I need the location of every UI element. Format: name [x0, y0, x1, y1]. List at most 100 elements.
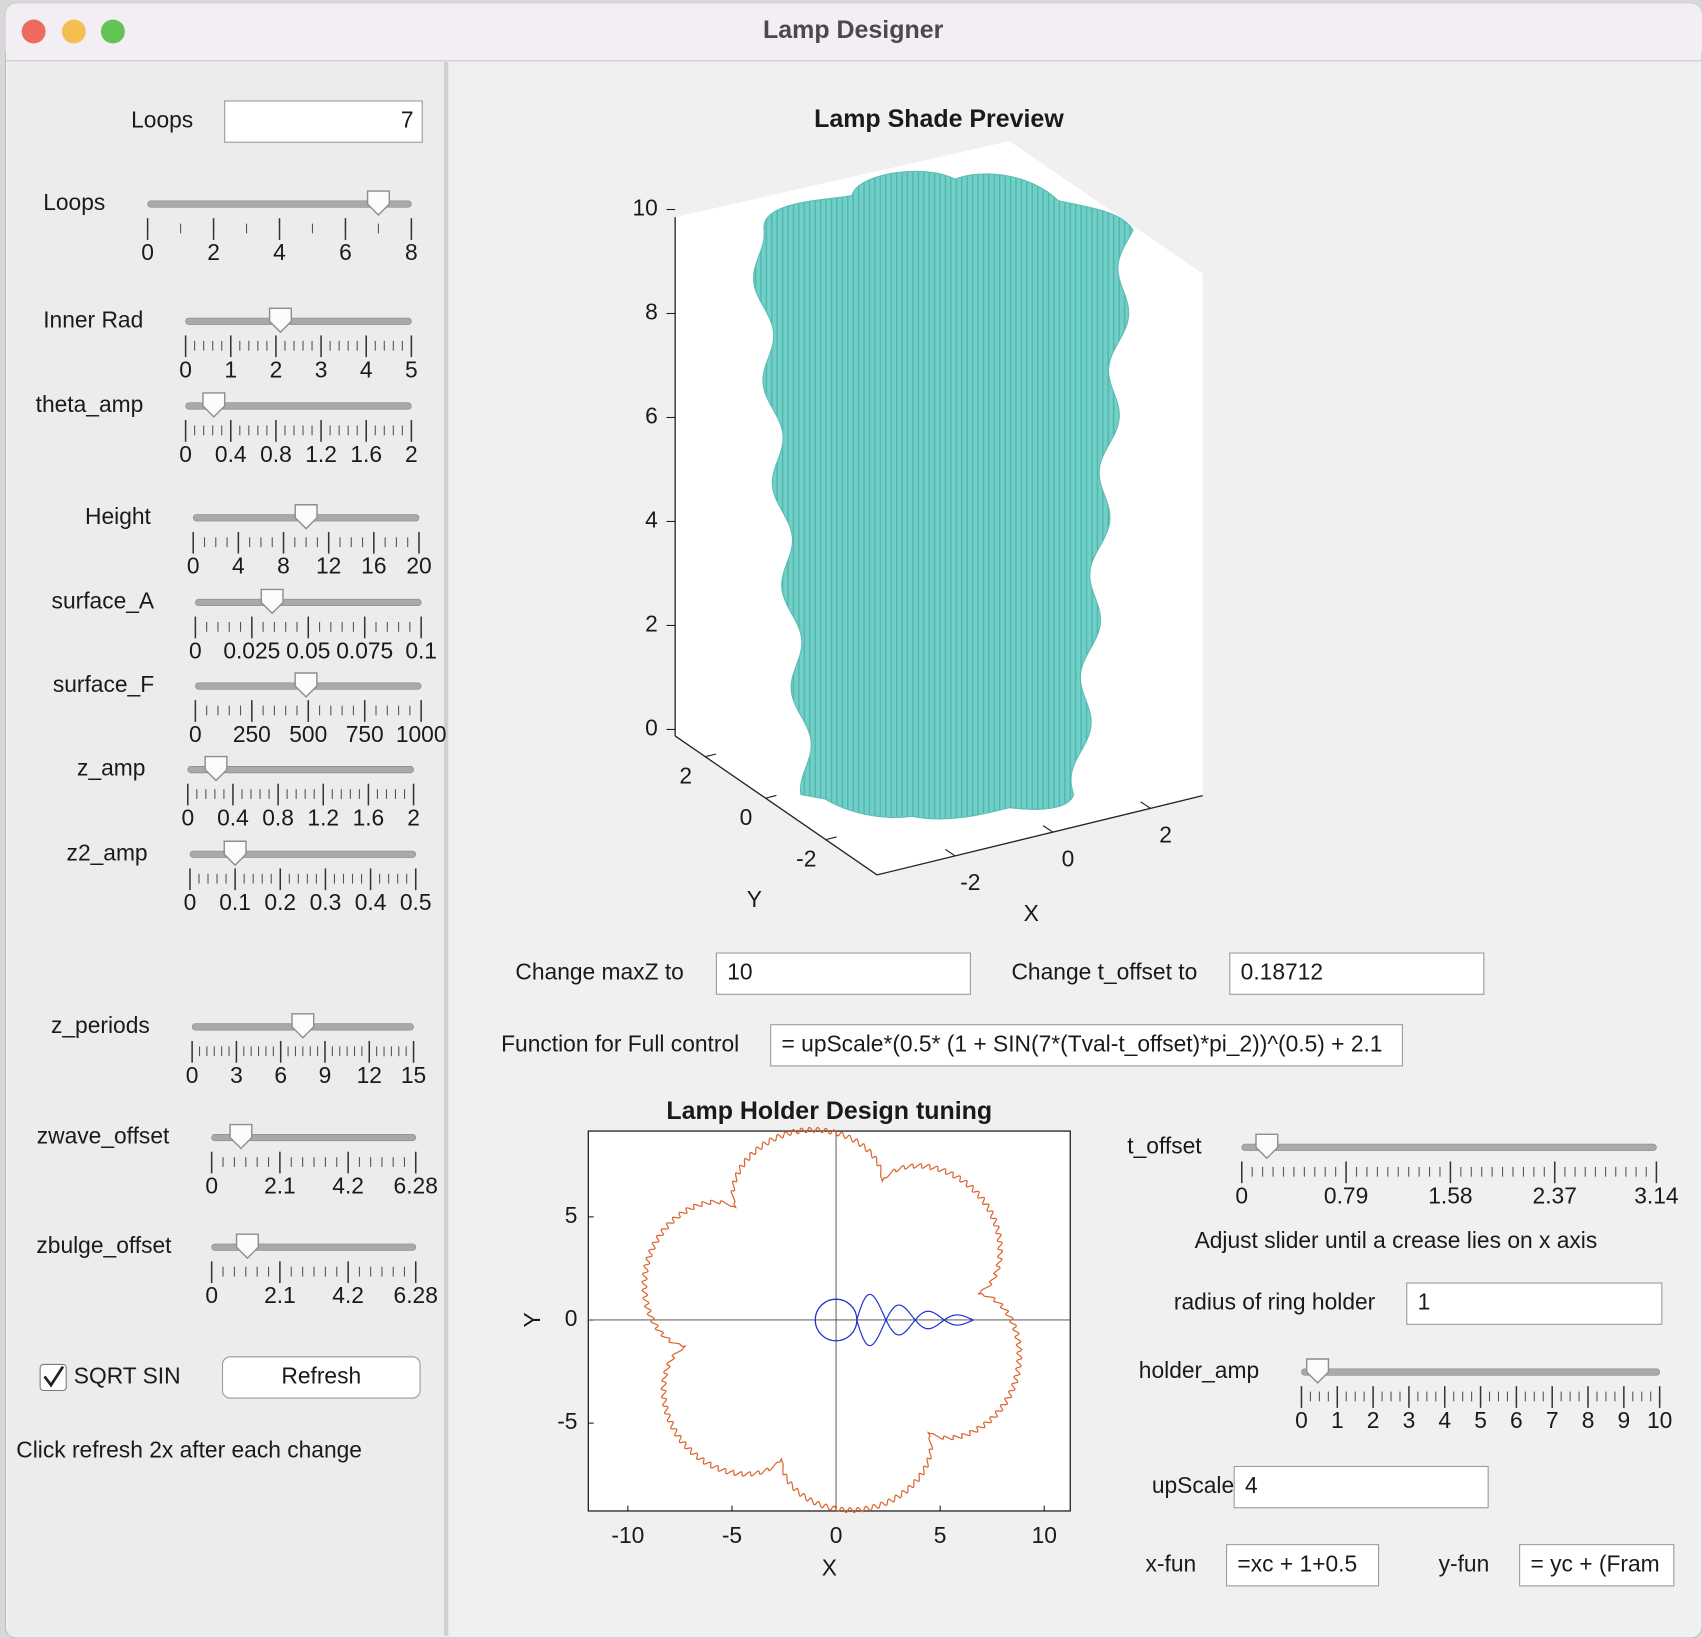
slider-thumb[interactable] — [202, 392, 226, 418]
slider-tick-label: 0 — [187, 553, 200, 579]
slider-thumb[interactable] — [1255, 1133, 1279, 1160]
slider-tick-label: 1.6 — [353, 805, 385, 831]
slider-track[interactable] — [185, 402, 412, 410]
slider-tick-label: 0 — [1235, 1182, 1248, 1208]
slider-tick-label: 10 — [1647, 1407, 1672, 1433]
z-tick-label: 8 — [645, 299, 658, 325]
slider-tick-label: 0.05 — [286, 637, 330, 663]
slider-track[interactable] — [147, 200, 412, 208]
slider-tick-label: 2 — [270, 356, 283, 382]
y-tick — [825, 836, 837, 841]
slider-tick-label: 1000 — [396, 721, 447, 747]
y-tick — [765, 794, 777, 799]
x-tick — [1042, 825, 1054, 833]
slider-tick-label: 4 — [1438, 1407, 1451, 1433]
field-value[interactable]: 10 — [727, 959, 752, 985]
slider-thumb[interactable] — [235, 1233, 259, 1260]
slider-track[interactable] — [1241, 1143, 1657, 1151]
panel-divider — [443, 61, 449, 1636]
checkmark — [43, 1365, 65, 1388]
field-value[interactable]: 0.18712 — [1241, 959, 1323, 985]
slider-tick-label: 6 — [339, 239, 352, 265]
slider-tick-label: 2.1 — [264, 1173, 296, 1199]
slider-thumb[interactable] — [291, 1013, 315, 1039]
slider-track[interactable] — [195, 598, 422, 607]
refresh-button[interactable] — [221, 1356, 421, 1399]
x-tick-label: -10 — [611, 1522, 644, 1548]
text-field[interactable] — [224, 100, 423, 143]
slider-track[interactable] — [211, 1134, 417, 1142]
text-field[interactable] — [1406, 1282, 1663, 1325]
slider-tick-label: 0.4 — [217, 805, 249, 831]
slider-tick-label: 0.2 — [264, 889, 296, 915]
slider-track[interactable] — [1301, 1368, 1660, 1376]
slider-tick-label: 0.4 — [215, 441, 247, 467]
field-value[interactable]: 1 — [1418, 1289, 1431, 1315]
slider-tick-label: 6.28 — [394, 1282, 438, 1308]
text-field[interactable] — [715, 952, 971, 995]
minimize-button[interactable] — [61, 19, 86, 44]
slider-thumb[interactable] — [366, 190, 390, 216]
window-title: Lamp Designer — [763, 16, 944, 44]
x-tick-label: -2 — [960, 869, 980, 895]
slider-tick-label: 0 — [189, 637, 202, 663]
slider-tick-label: 1 — [1331, 1407, 1344, 1433]
slider-tick-label: 2.1 — [264, 1282, 296, 1308]
slider-track[interactable] — [211, 1243, 417, 1251]
preview-y-label: Y — [747, 886, 762, 912]
slider-tick-label: 0 — [184, 889, 197, 915]
checkbox-label[interactable]: SQRT SIN — [74, 1362, 181, 1388]
slider-label: t_offset — [1127, 1132, 1202, 1158]
holder-axes — [587, 1130, 1071, 1512]
field-value[interactable]: =xc + 1+0.5 — [1237, 1550, 1357, 1576]
slider-tick-label: 0.3 — [310, 889, 342, 915]
slider-thumb[interactable] — [1306, 1358, 1330, 1384]
slider-thumb[interactable] — [260, 588, 284, 615]
text-field[interactable] — [1519, 1544, 1675, 1587]
slider-thumb[interactable] — [294, 504, 318, 530]
field-label: x-fun — [1146, 1550, 1197, 1576]
slider-tick-label: 3.14 — [1634, 1182, 1678, 1208]
slider-track[interactable] — [187, 766, 414, 774]
x-tick-label: 10 — [1032, 1522, 1057, 1548]
holder-y-label: Y — [519, 1312, 545, 1327]
z-tick-label: 10 — [632, 195, 657, 221]
slider-label: surface_F — [53, 671, 154, 697]
slider-thumb[interactable] — [294, 672, 318, 698]
slider-tick-label: 5 — [405, 356, 418, 382]
slider-tick-label: 12 — [357, 1062, 382, 1088]
y-tick — [705, 753, 717, 758]
slider-track[interactable] — [185, 317, 412, 325]
slider-tick-label: 750 — [346, 721, 384, 747]
field-value[interactable]: = yc + (Fram — [1530, 1550, 1659, 1576]
slider-thumb[interactable] — [204, 755, 228, 782]
text-field[interactable] — [770, 1024, 1403, 1067]
holder-title: Lamp Holder Design tuning — [666, 1097, 992, 1125]
slider-label: z_amp — [77, 755, 145, 781]
slider-thumb[interactable] — [229, 1123, 253, 1150]
slider-tick-label: 7 — [1546, 1407, 1559, 1433]
x-tick-label: 5 — [934, 1522, 947, 1548]
slider-label: zbulge_offset — [36, 1232, 172, 1258]
slider-tick-label: 0.5 — [400, 889, 432, 915]
field-value[interactable]: 4 — [1245, 1472, 1258, 1498]
slider-label: Inner Rad — [43, 306, 143, 332]
slider-tick-label: 0 — [141, 239, 154, 265]
text-field[interactable] — [1229, 952, 1485, 995]
y-tick-label: 5 — [565, 1202, 578, 1228]
slider-tick-label: 8 — [277, 553, 290, 579]
zoom-button[interactable] — [100, 19, 125, 44]
slider-thumb[interactable] — [268, 307, 292, 334]
slider-tick-label: 8 — [405, 239, 418, 265]
slider-tick-label: 6 — [274, 1062, 287, 1088]
text-field[interactable] — [1226, 1544, 1380, 1587]
field-value[interactable]: = upScale*(0.5* (1 + SIN(7*(Tval-t_offse… — [782, 1030, 1383, 1056]
refresh-button-label[interactable]: Refresh — [281, 1362, 361, 1388]
slider-thumb[interactable] — [223, 840, 247, 867]
hint-text: Click refresh 2x after each change — [16, 1436, 362, 1462]
close-button[interactable] — [21, 19, 46, 44]
text-field[interactable] — [1233, 1465, 1489, 1509]
field-value[interactable]: 7 — [401, 107, 414, 133]
